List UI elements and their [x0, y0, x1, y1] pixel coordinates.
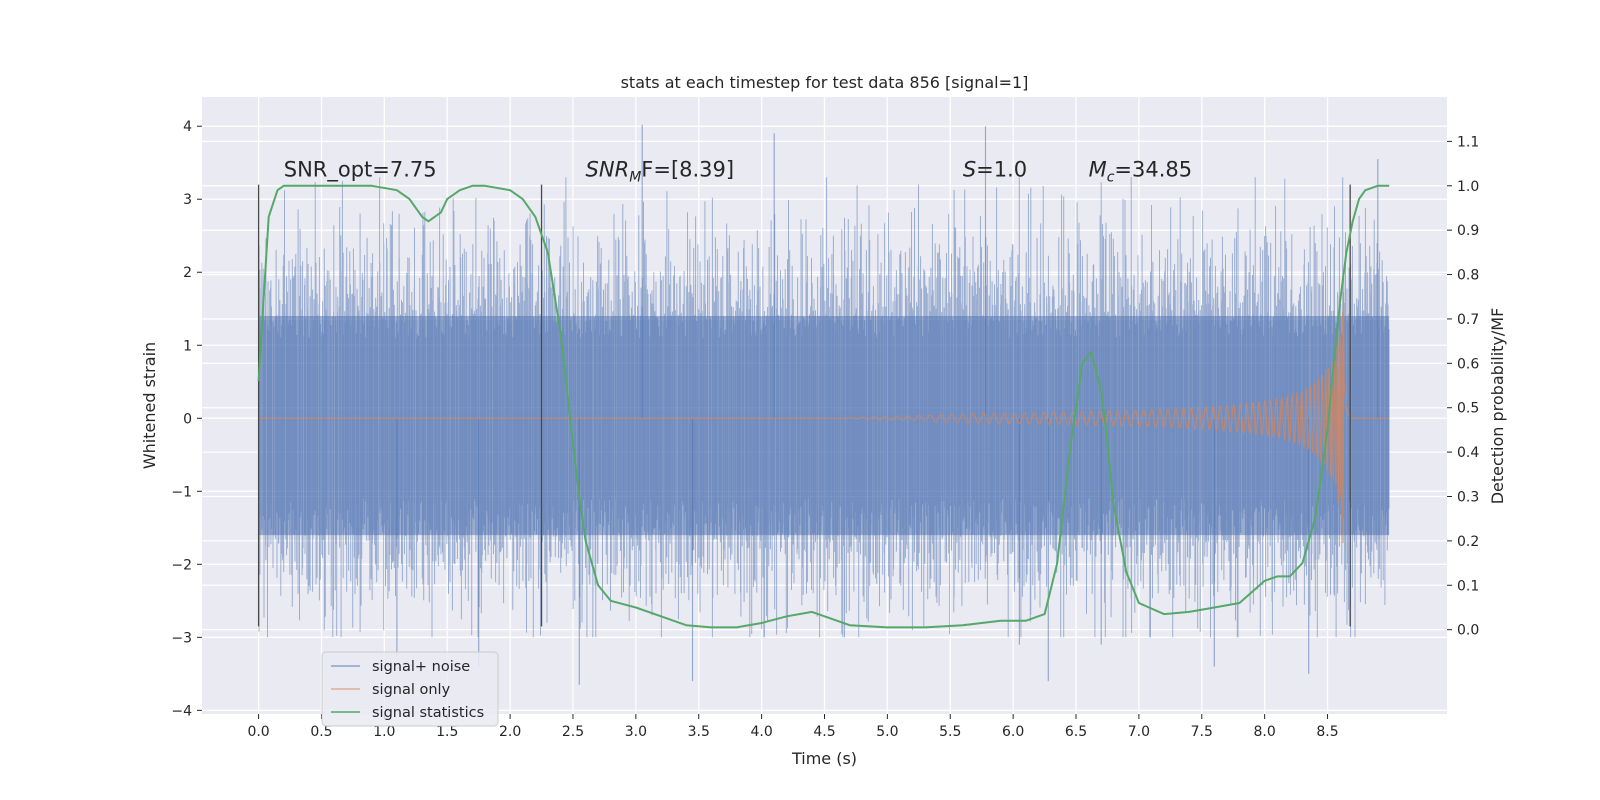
x-tick-label: 2.5	[562, 724, 584, 740]
y-tick-label: −4	[171, 703, 192, 719]
y2-tick-label: 1.1	[1457, 134, 1479, 150]
annotation-snr-opt: SNR_opt=7.75	[284, 158, 437, 183]
vertical-markers	[257, 184, 1351, 627]
y2-tick-label: 0.0	[1457, 623, 1479, 639]
signal-statistics-series	[257, 184, 1390, 629]
annotation-chirp-mass: Mc=34.85	[1089, 158, 1193, 186]
signal-statistics-line	[257, 184, 1390, 629]
annotations: SNR_opt=7.75 SNRMF=[8.39] S=1.0 Mc=34.85	[284, 158, 1192, 186]
legend-label-signal-noise: signal+ noise	[372, 659, 470, 675]
y2-tick-label: 1.0	[1457, 179, 1479, 195]
y-tick-label: 3	[183, 192, 192, 208]
chart-title: stats at each timestep for test data 856…	[621, 73, 1029, 92]
x-tick-label: 6.5	[1065, 724, 1087, 740]
x-tick-label: 3.5	[688, 724, 710, 740]
y2-axis-ticks: 1.1 1.0 0.9 0.8 0.7 0.6 0.5 0.4 0.3 0.2 0.1 0.0	[1447, 134, 1479, 639]
y2-tick-label: 0.7	[1457, 312, 1479, 328]
y2-tick-label: 0.9	[1457, 223, 1479, 239]
noise-peaks	[396, 124, 1379, 685]
y-tick-label: 4	[183, 119, 192, 135]
y2-tick-label: 0.1	[1457, 578, 1479, 594]
y-tick-label: −2	[171, 557, 192, 573]
y-tick-label: 1	[183, 338, 192, 354]
legend-box	[321, 651, 499, 727]
y2-tick-label: 0.5	[1457, 401, 1479, 417]
x-tick-label: 8.0	[1254, 724, 1276, 740]
x-tick-label: 0.0	[247, 724, 269, 740]
legend-label-signal-only: signal only	[372, 682, 451, 698]
y2-tick-label: 0.6	[1457, 356, 1479, 372]
y-tick-label: −1	[171, 484, 192, 500]
legend-label-signal-statistics: signal statistics	[372, 705, 484, 721]
y-tick-label: 2	[183, 265, 192, 281]
y-tick-label: 0	[183, 411, 192, 427]
signal-only-series	[258, 292, 1390, 543]
y-tick-label: −3	[171, 630, 192, 646]
x-axis-label: Time (s)	[791, 749, 857, 768]
x-tick-label: 1.0	[373, 724, 395, 740]
annotation-snr-mf: SNRMF=[8.39]	[586, 158, 735, 186]
x-tick-label: 4.5	[813, 724, 835, 740]
x-tick-label: 6.0	[1002, 724, 1024, 740]
x-tick-label: 2.0	[499, 724, 521, 740]
legend: signal+ noise signal only signal statist…	[321, 651, 499, 727]
annotation-s-value: S=1.0	[963, 158, 1027, 182]
y2-axis-label: Detection probability/MF	[1488, 308, 1507, 505]
x-tick-label: 7.5	[1191, 724, 1213, 740]
y-axis-label: Whitened strain	[140, 342, 159, 469]
y-axis-ticks: 4 3 2 1 0 −1 −2 −3 −4	[171, 119, 202, 719]
y2-tick-label: 0.2	[1457, 534, 1479, 550]
x-tick-label: 5.5	[939, 724, 961, 740]
y2-tick-label: 0.8	[1457, 268, 1479, 284]
x-tick-label: 4.0	[750, 724, 772, 740]
x-axis-ticks: 0.0 0.5 1.0 1.5 2.0 2.5 3.0 3.5 4.0 4.5 5.0 5.5 6.0 6…	[247, 714, 1339, 740]
x-tick-label: 5.0	[876, 724, 898, 740]
x-tick-label: 8.5	[1316, 724, 1338, 740]
x-tick-label: 7.0	[1128, 724, 1150, 740]
x-tick-label: 1.5	[436, 724, 458, 740]
y2-tick-label: 0.3	[1457, 489, 1479, 505]
x-tick-label: 3.0	[625, 724, 647, 740]
y2-tick-label: 0.4	[1457, 445, 1479, 461]
x-tick-label: 0.5	[310, 724, 332, 740]
signal-only-trace	[258, 292, 1390, 543]
